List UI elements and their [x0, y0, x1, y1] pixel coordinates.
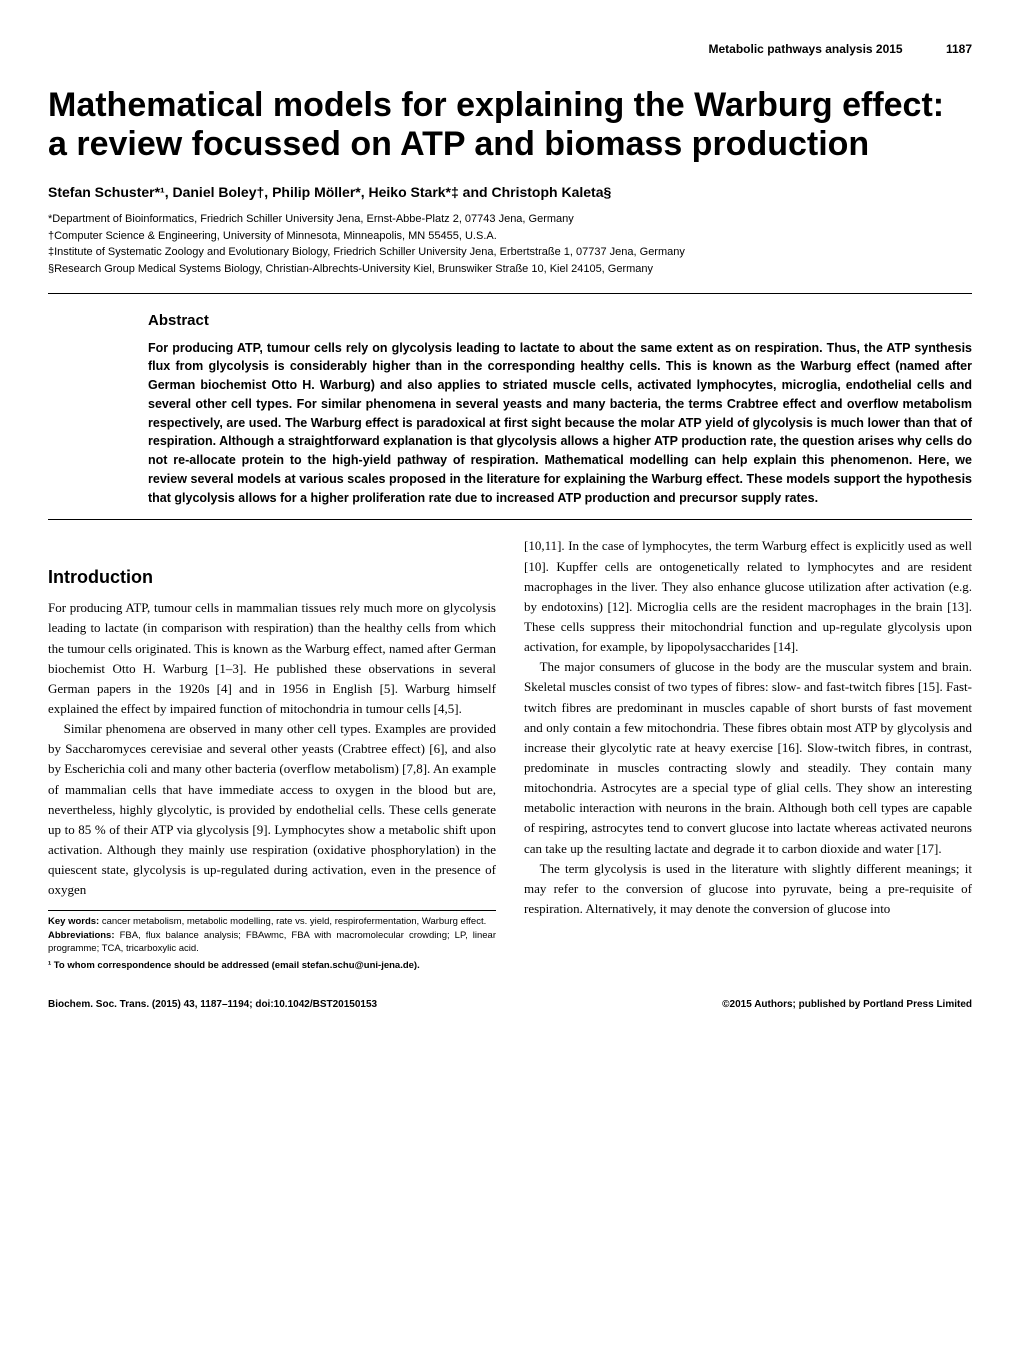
keywords-text: cancer metabolism, metabolic modelling, … [99, 916, 486, 927]
journal-name: Metabolic pathways analysis 2015 [709, 40, 903, 58]
copyright-line: ©2015 Authors; published by Portland Pre… [722, 997, 972, 1012]
abstract-body: For producing ATP, tumour cells rely on … [148, 339, 972, 508]
abstract-label: Abstract [148, 310, 972, 333]
intro-para-3: [10,11]. In the case of lymphocytes, the… [524, 536, 972, 657]
introduction-heading: Introduction [48, 564, 496, 592]
intro-para-5: The term glycolysis is used in the liter… [524, 859, 972, 919]
abbr-label: Abbreviations: [48, 930, 115, 941]
keywords-block: Key words: cancer metabolism, metabolic … [48, 910, 496, 972]
author-list: Stefan Schuster*¹, Daniel Boley†, Philip… [48, 182, 972, 203]
doi-line: Biochem. Soc. Trans. (2015) 43, 1187–119… [48, 997, 377, 1012]
affiliations: *Department of Bioinformatics, Friedrich… [48, 211, 972, 277]
keywords-label: Key words: [48, 916, 99, 927]
page-footer: Biochem. Soc. Trans. (2015) 43, 1187–119… [48, 997, 972, 1012]
affiliation-3: ‡Institute of Systematic Zoology and Evo… [48, 244, 972, 261]
rule-bottom [48, 519, 972, 520]
affiliation-4: §Research Group Medical Systems Biology,… [48, 261, 972, 278]
affiliation-1: *Department of Bioinformatics, Friedrich… [48, 211, 972, 228]
correspondence-note: ¹ To whom correspondence should be addre… [48, 959, 496, 972]
affiliation-2: †Computer Science & Engineering, Univers… [48, 228, 972, 245]
article-title: Mathematical models for explaining the W… [48, 86, 972, 164]
intro-para-2: Similar phenomena are observed in many o… [48, 719, 496, 900]
body-columns: Introduction For producing ATP, tumour c… [48, 536, 972, 972]
intro-para-1: For producing ATP, tumour cells in mamma… [48, 598, 496, 719]
abbreviations-line: Abbreviations: FBA, flux balance analysi… [48, 929, 496, 956]
keywords-line: Key words: cancer metabolism, metabolic … [48, 915, 496, 928]
intro-para-4: The major consumers of glucose in the bo… [524, 657, 972, 858]
abstract-section: Abstract For producing ATP, tumour cells… [48, 310, 972, 507]
abbr-text: FBA, flux balance analysis; FBAwmc, FBA … [48, 930, 496, 954]
page-number-top: 1187 [946, 40, 972, 58]
running-header: Metabolic pathways analysis 2015 1187 [48, 40, 972, 58]
column-left: Introduction For producing ATP, tumour c… [48, 536, 496, 972]
rule-top [48, 293, 972, 294]
column-right: [10,11]. In the case of lymphocytes, the… [524, 536, 972, 972]
